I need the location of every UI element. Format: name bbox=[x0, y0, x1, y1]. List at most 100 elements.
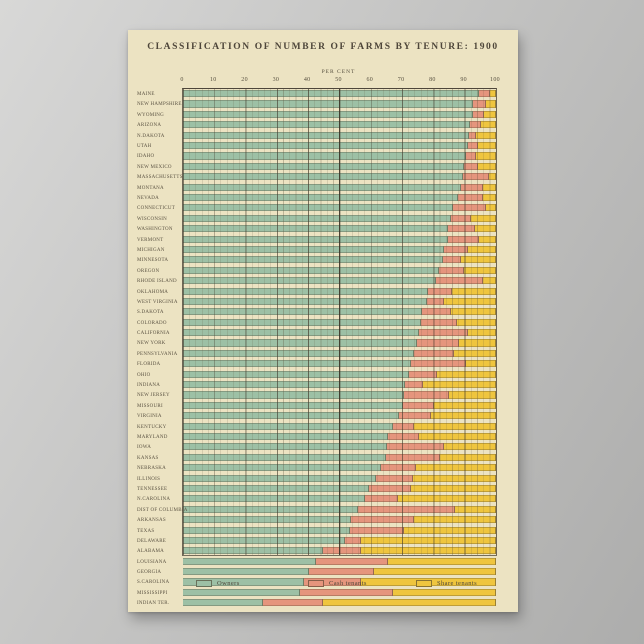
bar-segment-share-tenants bbox=[474, 225, 496, 233]
state-row: TENNESSEE bbox=[137, 484, 496, 494]
legend-label-cash-tenants: Cash tenants bbox=[329, 580, 367, 587]
x-tick: 40 bbox=[303, 77, 311, 83]
bar-segment-cash-tenants bbox=[444, 245, 468, 254]
bar-segment-cash-tenants bbox=[472, 110, 485, 118]
bar-segment-cash-tenants bbox=[435, 277, 483, 285]
state-row: FLORIDA bbox=[137, 360, 496, 369]
bar-segment-cash-tenants bbox=[376, 474, 413, 482]
state-row: NEVADA bbox=[137, 194, 496, 203]
stacked-bar bbox=[183, 484, 496, 493]
bar-segment-share-tenants bbox=[489, 90, 496, 98]
state-label: OREGON bbox=[137, 268, 160, 274]
legend-label-share-tenants: Share tenants bbox=[437, 580, 478, 587]
bar-segment-share-tenants bbox=[485, 100, 496, 108]
bar-segment-owners bbox=[183, 245, 445, 254]
bar-segment-cash-tenants bbox=[447, 235, 480, 243]
x-tick: 0 bbox=[180, 77, 184, 83]
bar-segment-owners bbox=[183, 110, 473, 118]
bar-segment-cash-tenants bbox=[448, 225, 475, 233]
bar-segment-share-tenants bbox=[414, 422, 496, 430]
bar-segment-cash-tenants bbox=[473, 100, 486, 108]
state-label: ILLINOIS bbox=[137, 476, 161, 482]
bar-segment-share-tenants bbox=[467, 245, 496, 254]
state-row: MINNESOTA bbox=[137, 256, 496, 265]
bar-segment-share-tenants bbox=[467, 329, 496, 337]
stacked-bar bbox=[183, 516, 496, 524]
bar-segment-share-tenants bbox=[434, 401, 496, 409]
bar-segment-share-tenants bbox=[444, 443, 496, 451]
x-tick: 10 bbox=[209, 77, 217, 83]
state-label: KENTUCKY bbox=[137, 424, 167, 430]
state-label: ARKANSAS bbox=[137, 518, 166, 524]
bar-segment-cash-tenants bbox=[304, 578, 362, 586]
state-row: NEW JERSEY bbox=[137, 391, 496, 400]
bar-segment-share-tenants bbox=[437, 370, 496, 378]
state-label: MINNESOTA bbox=[137, 258, 169, 264]
state-label: S.CAROLINA bbox=[137, 580, 170, 586]
bar-segment-owners bbox=[183, 121, 471, 129]
bar-segment-share-tenants bbox=[444, 297, 496, 305]
bar-segment-share-tenants bbox=[465, 360, 496, 368]
bar-segment-cash-tenants bbox=[452, 204, 486, 212]
x-tick: 20 bbox=[241, 77, 248, 83]
stacked-bar bbox=[183, 90, 496, 98]
bar-segment-cash-tenants bbox=[413, 349, 454, 357]
bar-segment-cash-tenants bbox=[351, 516, 415, 524]
state-label: MAINE bbox=[137, 92, 155, 98]
state-label: INDIANA bbox=[137, 383, 161, 389]
state-row: ALABAMA bbox=[137, 547, 496, 556]
state-label: WISCONSIN bbox=[137, 216, 168, 222]
bar-segment-share-tenants bbox=[455, 505, 496, 513]
bar-segment-owners bbox=[183, 100, 474, 108]
bar-segment-cash-tenants bbox=[364, 495, 398, 503]
bar-segment-share-tenants bbox=[464, 266, 496, 274]
x-tick: 80 bbox=[429, 77, 436, 83]
state-row: NEW YORK bbox=[137, 339, 496, 348]
state-row: ARKANSAS bbox=[137, 516, 496, 525]
state-label: OHIO bbox=[137, 372, 151, 378]
stacked-bar bbox=[183, 349, 496, 357]
state-label: WYOMING bbox=[137, 112, 165, 118]
bar-segment-owners bbox=[183, 214, 452, 222]
bar-segment-cash-tenants bbox=[464, 162, 478, 170]
state-row: OREGON bbox=[137, 266, 496, 276]
bar-segment-share-tenants bbox=[484, 110, 496, 118]
stacked-bar bbox=[183, 287, 496, 295]
bar-segment-cash-tenants bbox=[262, 599, 323, 607]
bar-segment-cash-tenants bbox=[439, 266, 465, 274]
state-row: N.CAROLINA bbox=[137, 495, 496, 504]
stacked-bar bbox=[183, 412, 496, 420]
bar-segment-owners bbox=[183, 194, 458, 202]
bar-segment-share-tenants bbox=[450, 308, 496, 316]
state-label: NEBRASKA bbox=[137, 466, 166, 472]
stacked-bar bbox=[183, 422, 496, 430]
legend-item-cash-tenants: Cash tenants bbox=[308, 580, 367, 587]
chart-title: CLASSIFICATION OF NUMBER OF FARMS BY TEN… bbox=[147, 42, 499, 52]
state-label: DIST OF COLUMBIA bbox=[137, 507, 188, 513]
state-row: IDAHO bbox=[137, 152, 496, 161]
state-row: GEORGIA bbox=[137, 568, 496, 577]
bar-segment-share-tenants bbox=[482, 277, 496, 285]
stacked-bar bbox=[183, 557, 496, 565]
stacked-bar bbox=[183, 142, 496, 150]
legend-label-owners: Owners bbox=[217, 580, 240, 587]
x-tick: 90 bbox=[460, 77, 467, 83]
bar-segment-cash-tenants bbox=[427, 297, 445, 305]
bar-segment-owners bbox=[183, 536, 345, 544]
state-row: ILLINOIS bbox=[137, 474, 496, 484]
state-label: INDIAN TER. bbox=[137, 601, 170, 607]
bar-segment-cash-tenants bbox=[344, 536, 362, 544]
bar-segment-share-tenants bbox=[374, 568, 496, 576]
stacked-bar bbox=[183, 235, 496, 243]
state-label: GEORGIA bbox=[137, 570, 162, 576]
stacked-bar bbox=[183, 568, 496, 576]
state-row: MISSISSIPPI bbox=[137, 588, 496, 598]
bar-segment-owners bbox=[183, 599, 263, 607]
bar-segment-owners bbox=[183, 266, 440, 274]
state-row: KENTUCKY bbox=[137, 422, 496, 432]
state-label: UTAH bbox=[137, 144, 152, 150]
stacked-bar bbox=[183, 204, 496, 212]
bar-segment-share-tenants bbox=[439, 453, 496, 461]
bar-segment-owners bbox=[183, 183, 461, 191]
bar-segment-owners bbox=[183, 173, 463, 181]
